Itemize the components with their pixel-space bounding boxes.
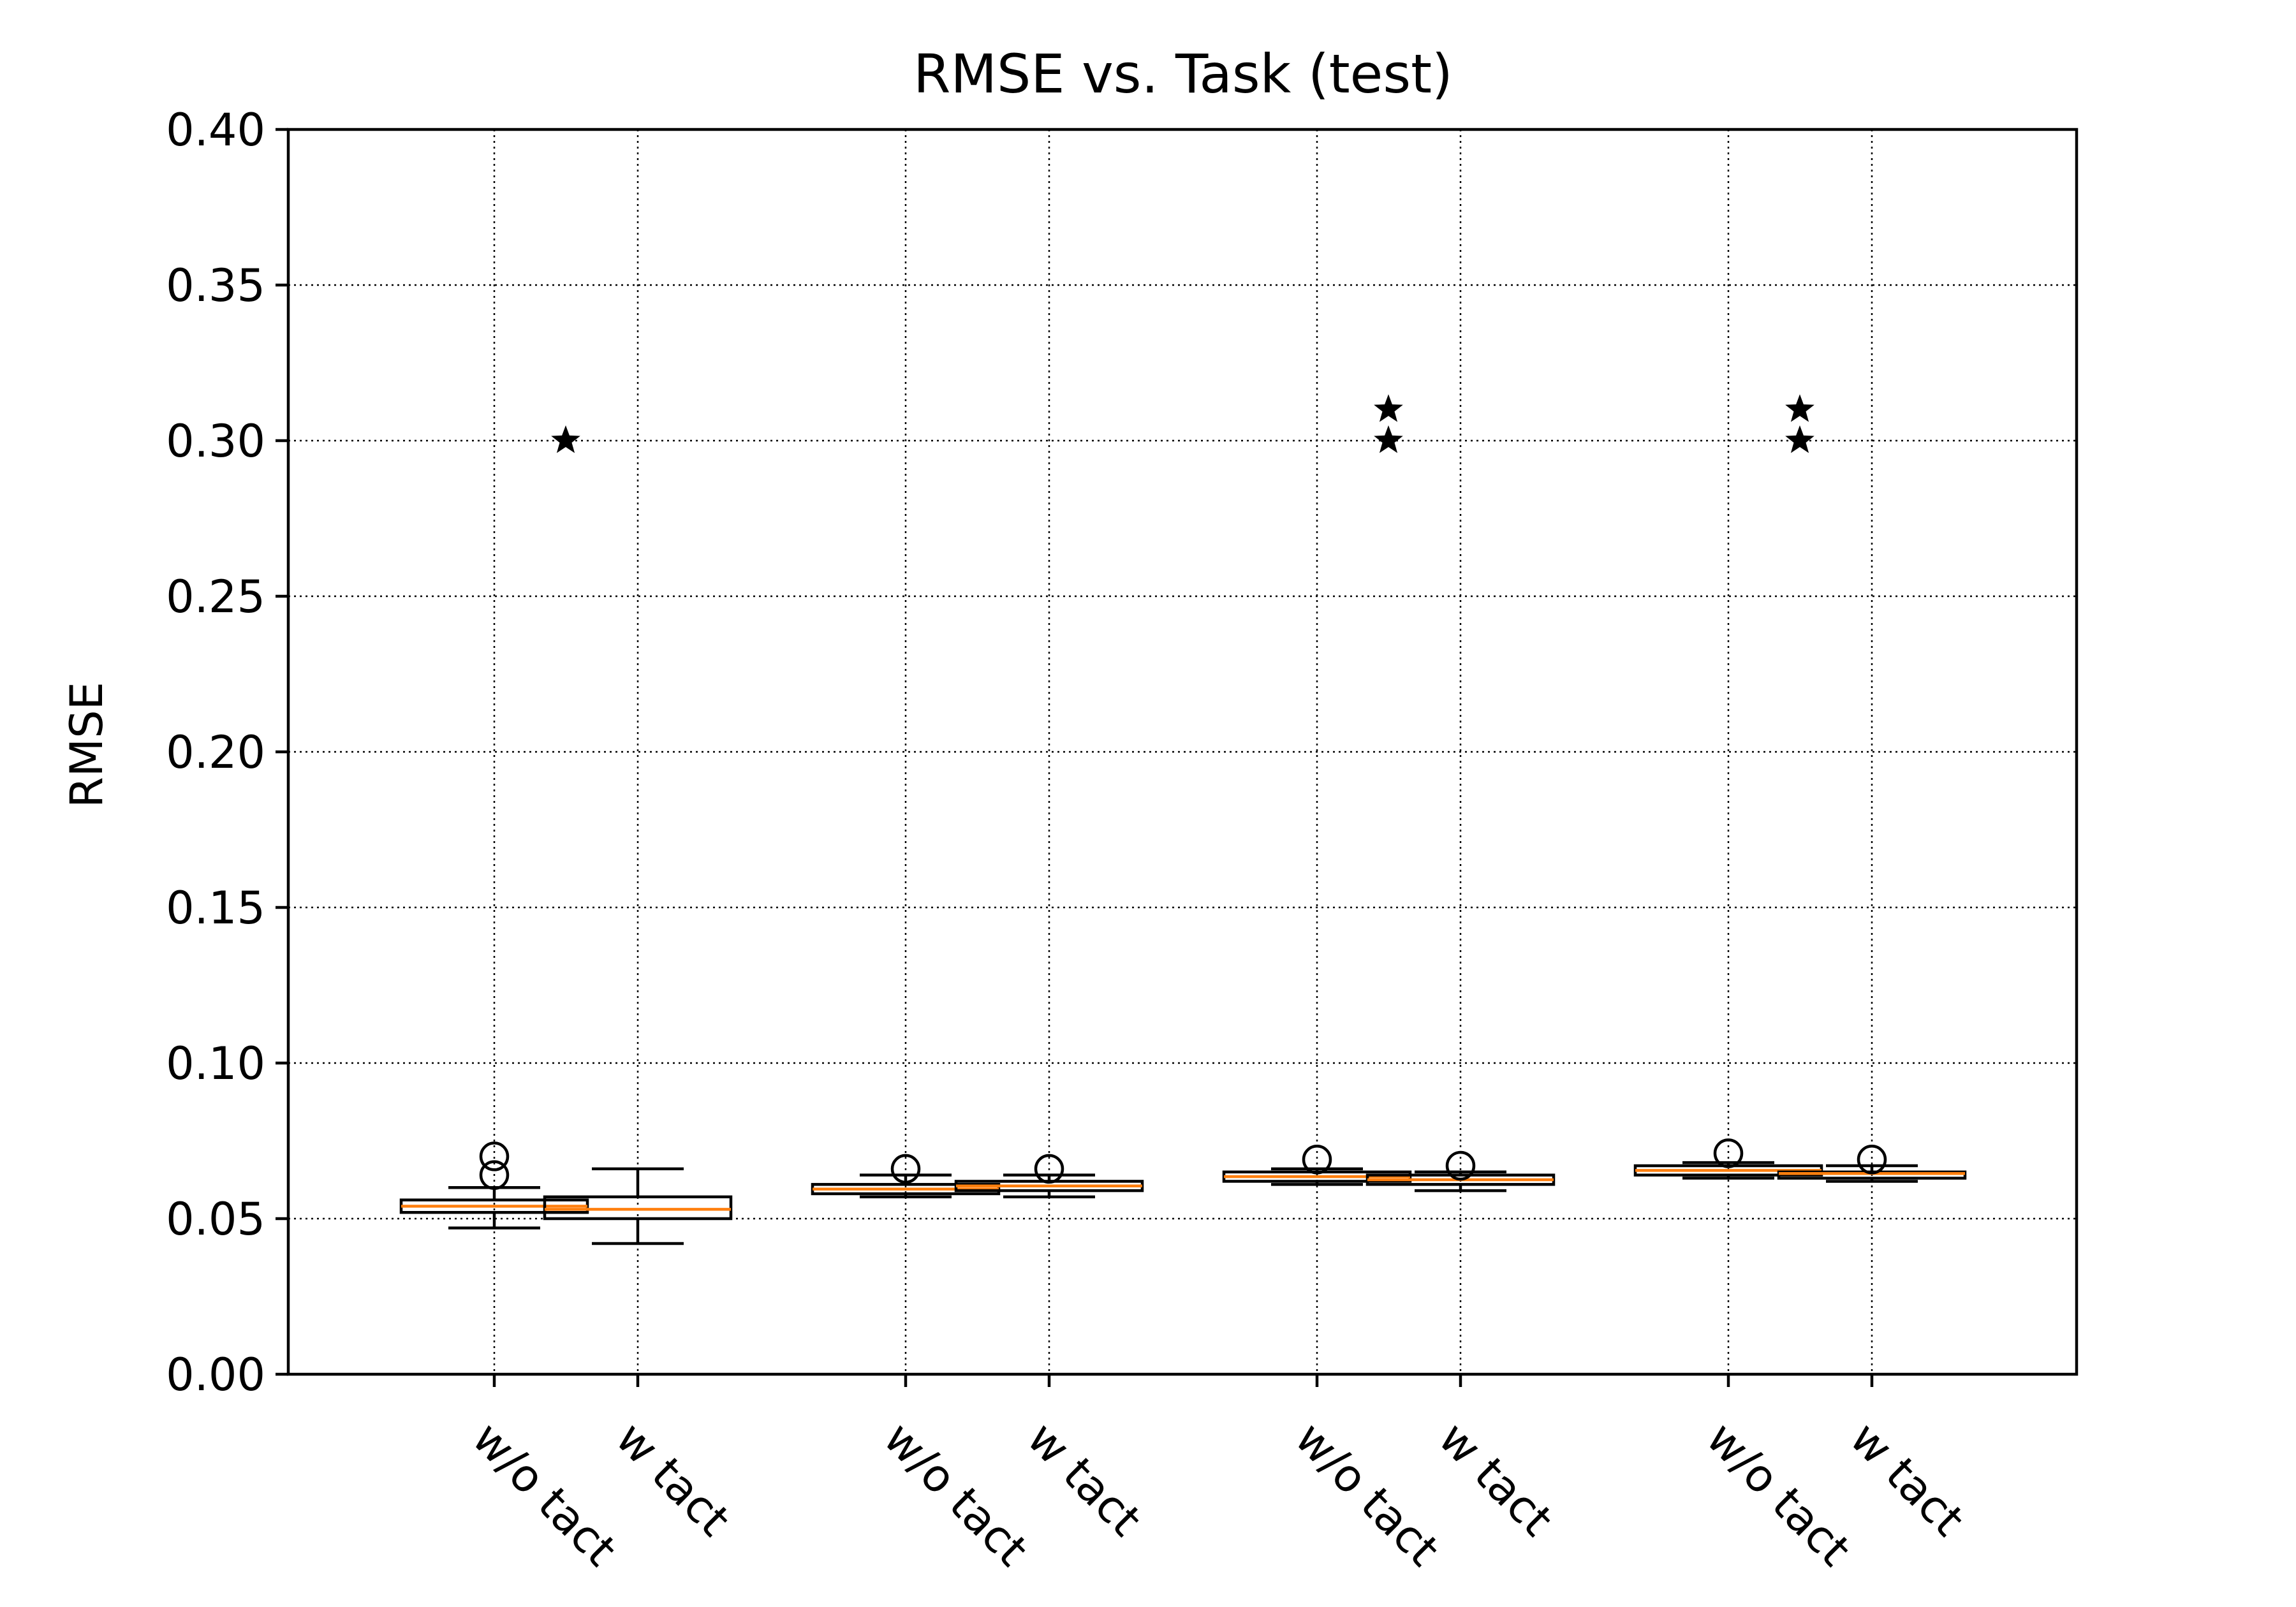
box-iqr [543, 1195, 733, 1221]
significance-star [1374, 394, 1403, 422]
outlier-point [1857, 1145, 1887, 1175]
outlier-point [1445, 1150, 1476, 1181]
x-tick-label: w tact [1017, 1412, 1152, 1546]
x-tick-label: w tact [606, 1412, 740, 1546]
outlier-point [1302, 1145, 1332, 1175]
outlier-point [479, 1160, 510, 1190]
y-tick-label: 0.20 [166, 726, 265, 779]
significance-star [1785, 425, 1814, 453]
y-axis-label: RMSE [61, 682, 113, 808]
x-tick-label: w/o tact [874, 1412, 1038, 1576]
grid-lines [288, 129, 2077, 1374]
y-tick-label: 0.35 [166, 260, 265, 312]
significance-star [1374, 425, 1403, 453]
axis-ticks: 0.00 0.05 0.10 0.15 0.20 0.25 0.30 0.35 0.40 w/o … [166, 104, 1974, 1576]
significance-star [1785, 394, 1814, 422]
y-tick-label: 0.40 [166, 104, 265, 156]
y-tick-label: 0.30 [166, 415, 265, 467]
x-tick-label: w tact [1429, 1412, 1563, 1546]
outlier-point [479, 1141, 510, 1171]
outlier-point [890, 1154, 921, 1184]
y-tick-label: 0.10 [166, 1038, 265, 1090]
y-tick-label: 0.00 [166, 1349, 265, 1401]
x-tick-label: w/o tact [462, 1412, 627, 1576]
outlier-point [1034, 1154, 1064, 1184]
x-tick-label: w/o tact [1696, 1412, 1861, 1576]
x-tick-label: w tact [1840, 1412, 1975, 1546]
y-tick-label: 0.25 [166, 571, 265, 623]
box-marks [399, 394, 1967, 1245]
significance-star [551, 425, 580, 453]
y-tick-label: 0.15 [166, 882, 265, 934]
outlier-point [1713, 1138, 1744, 1168]
plot-frame [286, 128, 2079, 1376]
x-tick-label: w/o tact [1285, 1412, 1450, 1576]
y-tick-label: 0.05 [166, 1193, 265, 1245]
chart-title: RMSE vs. Task (test) [913, 43, 1453, 105]
